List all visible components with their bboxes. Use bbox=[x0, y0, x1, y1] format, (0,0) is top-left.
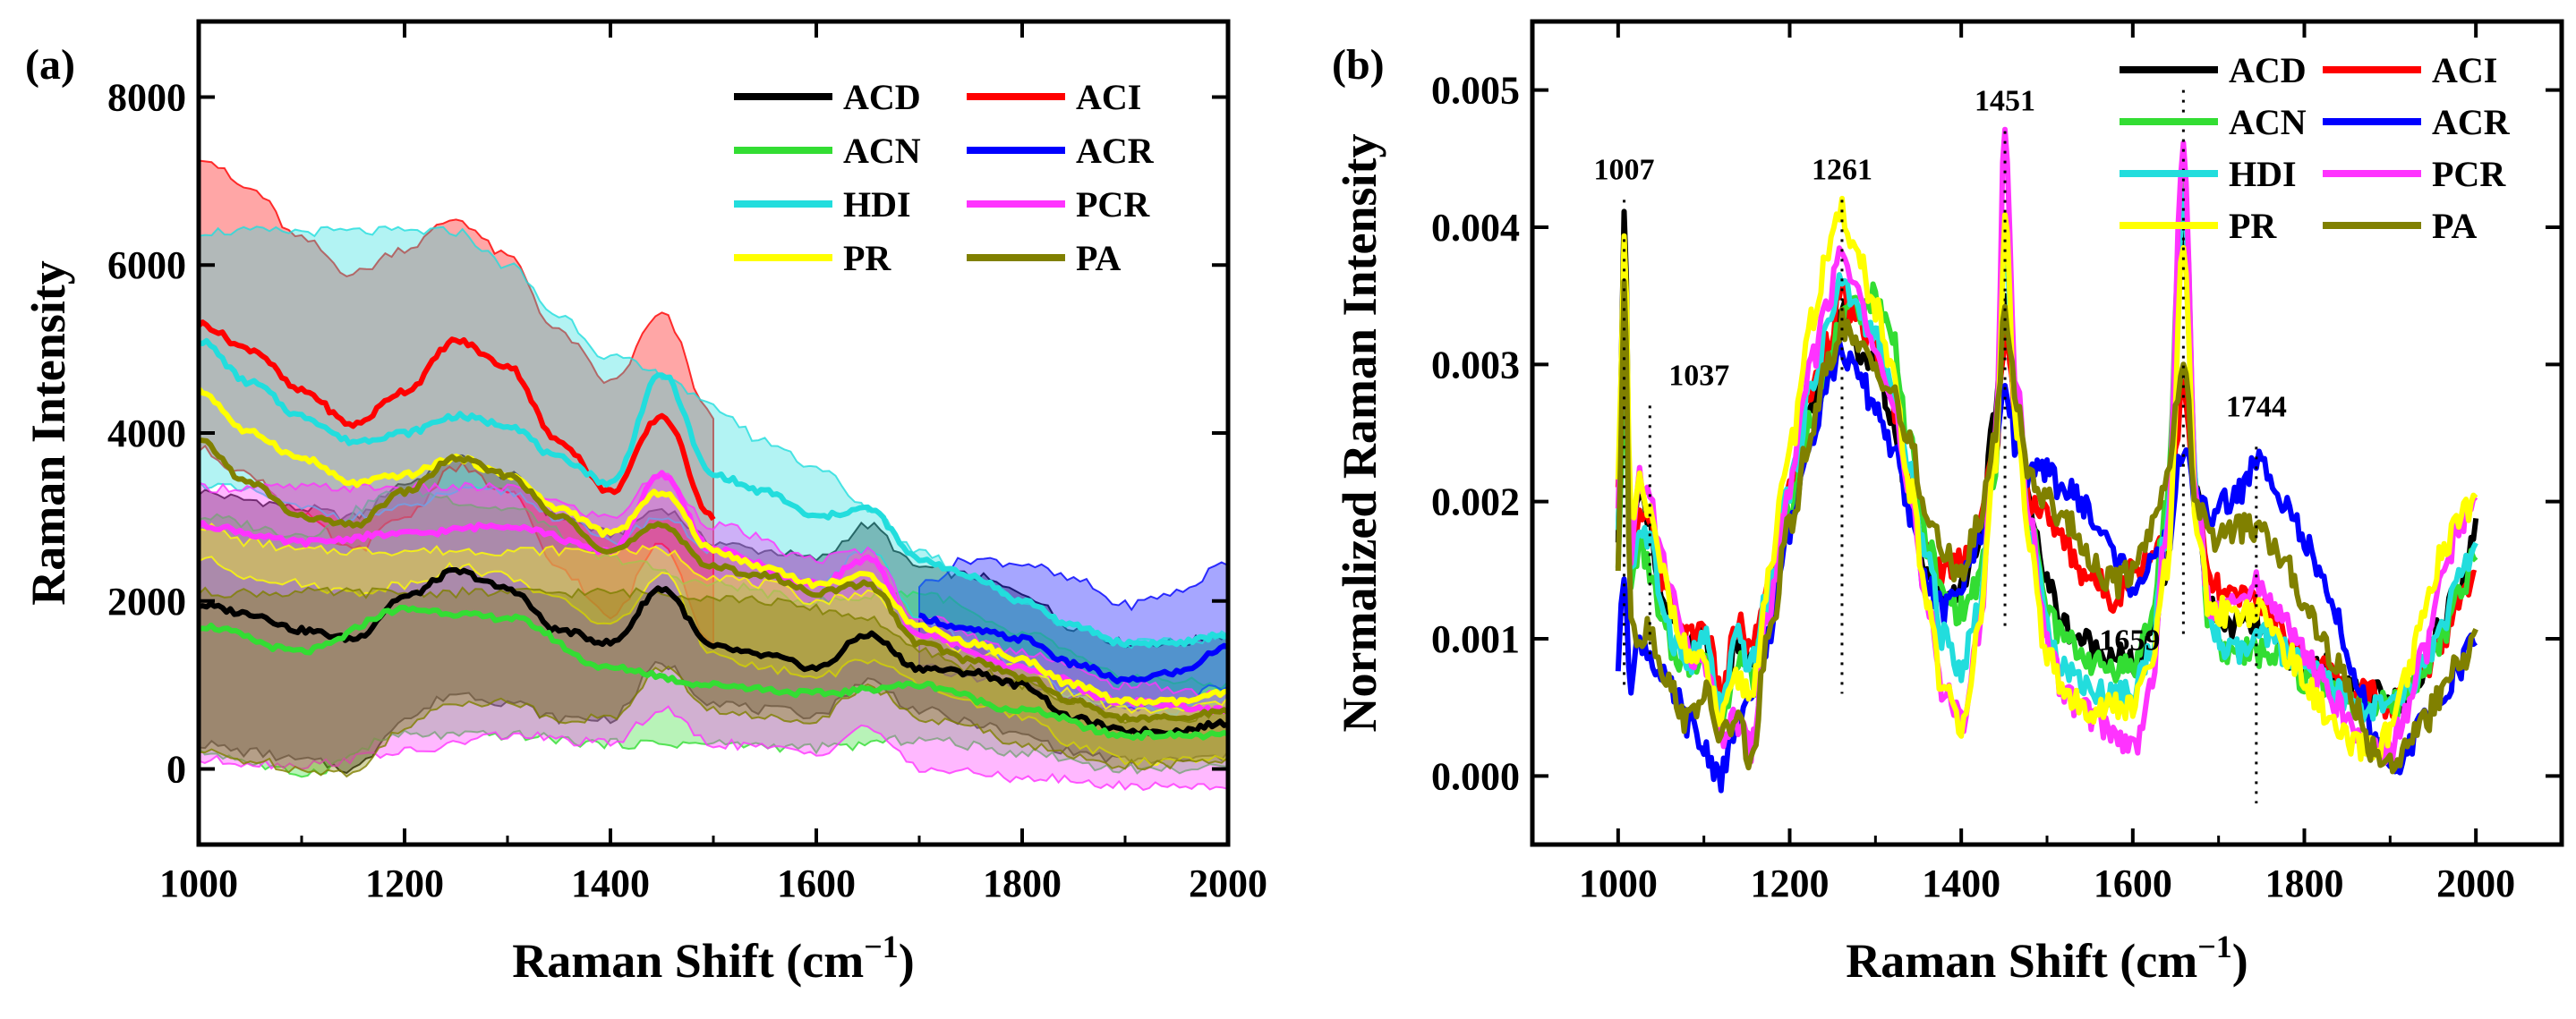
series-line-pa bbox=[199, 437, 1228, 724]
legend-label-aci: ACI bbox=[2432, 50, 2497, 90]
plot-area bbox=[1615, 126, 2479, 794]
y-tick-label: 0.002 bbox=[1431, 480, 1520, 524]
x-tick-label: 1000 bbox=[159, 862, 238, 905]
peak-label-1261: 1261 bbox=[1812, 153, 1872, 186]
x-tick-label: 1200 bbox=[1751, 862, 1830, 905]
legend-label-pcr: PCR bbox=[1076, 184, 1150, 225]
legend-label-acd: ACD bbox=[2229, 50, 2307, 90]
series-line-pr bbox=[199, 386, 1228, 707]
panel-label: (a) bbox=[25, 41, 75, 89]
peak-label-1451: 1451 bbox=[1975, 85, 2035, 118]
y-tick-label: 4000 bbox=[107, 412, 186, 455]
x-tick-label: 2000 bbox=[1189, 862, 1267, 905]
legend-label-pr: PR bbox=[2229, 206, 2277, 246]
legend-label-acn: ACN bbox=[843, 131, 921, 171]
x-axis-title: Raman Shift (cm−1) bbox=[512, 929, 914, 988]
peak-label-1744: 1744 bbox=[2226, 391, 2287, 424]
y-tick-label: 2000 bbox=[107, 580, 186, 624]
x-tick-label: 1600 bbox=[777, 862, 856, 905]
series-line-pa bbox=[1615, 278, 2478, 775]
x-tick-label: 1400 bbox=[571, 862, 650, 905]
legend-label-pa: PA bbox=[1076, 238, 1121, 278]
y-tick-label: 0.003 bbox=[1431, 343, 1520, 386]
x-tick-label: 1400 bbox=[1922, 862, 2000, 905]
y-tick-label: 0 bbox=[166, 748, 186, 792]
x-tick-label: 2000 bbox=[2436, 862, 2515, 905]
legend-label-aci: ACI bbox=[1076, 77, 1141, 117]
plot-area bbox=[199, 159, 1228, 792]
legend-label-acd: ACD bbox=[843, 77, 921, 117]
panel-a: 1000 1200 1400 1600 1800 2000 0 2000 4000 6000 800… bbox=[21, 19, 1267, 988]
legend: ACD ACI ACN ACR HDI PCR PR PA bbox=[734, 77, 1155, 278]
y-tick-label: 0.004 bbox=[1431, 206, 1520, 250]
y-tick-label: 0.001 bbox=[1431, 617, 1520, 661]
y-tick-label: 0.005 bbox=[1431, 69, 1520, 113]
series-line-pr bbox=[1615, 195, 2478, 762]
panel-b: 1007 1037 1261 1451 1659 1744 1000 1200 1400 1600… bbox=[1332, 19, 2564, 988]
series-line-acr bbox=[918, 612, 1228, 684]
x-tick-label: 1800 bbox=[983, 862, 1062, 905]
legend: ACD ACI ACN ACR HDI PCR PR PA bbox=[2120, 50, 2511, 246]
y-tick-label: 0.000 bbox=[1431, 754, 1520, 798]
x-axis-title: Raman Shift (cm−1) bbox=[1846, 929, 2248, 988]
legend-label-pa: PA bbox=[2432, 206, 2477, 246]
series-line-acn bbox=[199, 605, 1228, 742]
x-tick-label: 1200 bbox=[365, 862, 444, 905]
series-line-hdi bbox=[199, 337, 1228, 649]
y-tick-label: 8000 bbox=[107, 75, 186, 119]
y-axis-title: Raman Intensity bbox=[21, 260, 75, 606]
legend-label-acn: ACN bbox=[2229, 102, 2307, 142]
panel-label: (b) bbox=[1332, 41, 1385, 89]
y-tick-label: 6000 bbox=[107, 243, 186, 287]
peak-label-1659: 1659 bbox=[2099, 624, 2160, 657]
series-line-aci bbox=[199, 319, 716, 522]
legend-label-pr: PR bbox=[843, 238, 891, 278]
series-line-acd bbox=[199, 567, 1228, 736]
peak-label-1037: 1037 bbox=[1668, 359, 1729, 392]
x-tick-label: 1000 bbox=[1579, 862, 1658, 905]
band-hdi bbox=[199, 225, 1228, 716]
legend-label-hdi: HDI bbox=[2229, 154, 2297, 194]
legend-label-hdi: HDI bbox=[843, 184, 911, 225]
legend-label-acr: ACR bbox=[1076, 131, 1155, 171]
peak-label-1007: 1007 bbox=[1594, 153, 1655, 186]
y-axis-title: Normalized Raman Intensity bbox=[1333, 134, 1386, 733]
legend-label-acr: ACR bbox=[2432, 102, 2511, 142]
x-tick-label: 1800 bbox=[2265, 862, 2344, 905]
series-line-acr bbox=[1615, 337, 2478, 794]
legend-label-pcr: PCR bbox=[2432, 154, 2506, 194]
x-tick-label: 1600 bbox=[2094, 862, 2172, 905]
